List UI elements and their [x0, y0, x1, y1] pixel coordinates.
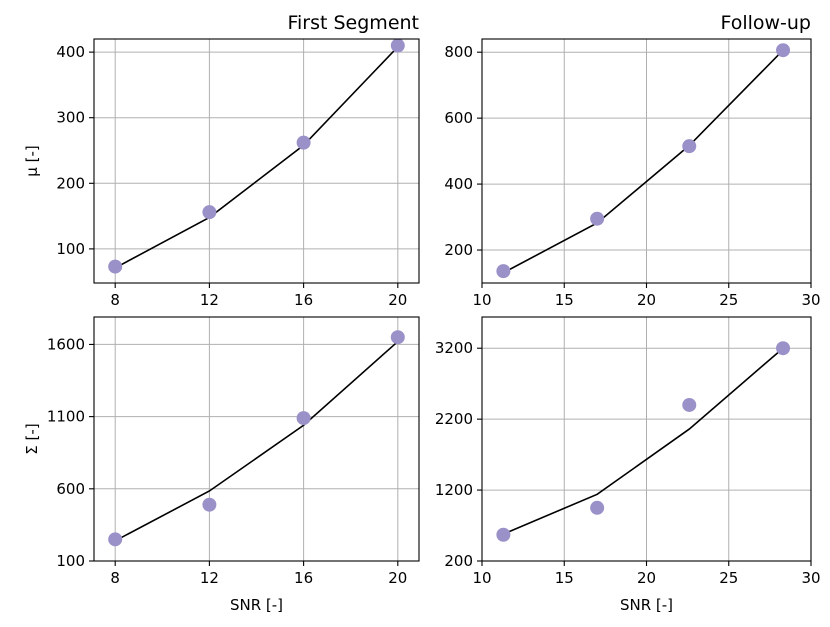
data-point — [296, 411, 311, 426]
series-line — [503, 49, 784, 274]
data-point — [296, 135, 311, 150]
y-tick-label: 200 — [444, 552, 473, 570]
x-tick-label: 30 — [801, 569, 820, 587]
x-tick-label: 20 — [388, 569, 407, 587]
y-axis-label: Σ [-] — [23, 423, 41, 454]
plot-frame — [93, 316, 420, 562]
x-tick-label: 10 — [472, 291, 491, 309]
y-tick-label: 1200 — [435, 481, 473, 499]
y-tick-label: 800 — [444, 43, 473, 61]
data-point — [108, 259, 123, 274]
series-line — [503, 347, 784, 535]
panel-top-right: 10 15 20 25 30 200 400 600 800 Follow-up — [444, 12, 820, 309]
data-point — [776, 43, 791, 58]
data-point — [590, 500, 605, 515]
y-tick-label: 400 — [56, 43, 85, 61]
x-axis-label: SNR [-] — [230, 596, 283, 614]
data-point — [390, 38, 405, 53]
y-tick-label: 600 — [56, 480, 85, 498]
x-tick-label: 16 — [294, 291, 313, 309]
data-point — [202, 205, 217, 220]
y-tick-label: 1100 — [47, 408, 85, 426]
data-point — [496, 264, 511, 279]
data-point — [390, 330, 405, 345]
panel-title: First Segment — [287, 12, 419, 34]
data-point — [590, 211, 605, 226]
data-point — [202, 497, 217, 512]
x-tick-label: 12 — [200, 569, 219, 587]
panel-title: Follow-up — [720, 12, 811, 34]
x-axis-label: SNR [-] — [620, 596, 673, 614]
x-tick-label: 25 — [719, 291, 738, 309]
series-line — [114, 340, 399, 542]
data-point — [682, 139, 697, 154]
panel-bottom-right: 10 15 20 25 30 200 1200 2200 3200 SNR [-] — [435, 316, 821, 614]
y-tick-label: 300 — [56, 109, 85, 127]
x-tick-label: 20 — [637, 291, 656, 309]
plot-frame — [93, 38, 420, 284]
y-tick-label: 1600 — [47, 335, 85, 353]
y-tick-label: 200 — [56, 174, 85, 192]
y-tick-label: 2200 — [435, 410, 473, 428]
panel-bottom-left: 8 12 16 20 100 600 1100 1600 SNR [-] Σ [-] — [23, 316, 420, 614]
x-tick-label: 8 — [110, 291, 120, 309]
data-point — [496, 527, 511, 542]
x-tick-label: 20 — [637, 569, 656, 587]
y-tick-label: 3200 — [435, 339, 473, 357]
data-point — [776, 341, 791, 356]
panel-top-left: 8 12 16 20 100 200 300 400 First Segment μ [-] — [23, 12, 420, 309]
x-tick-label: 20 — [388, 291, 407, 309]
y-tick-label: 100 — [56, 240, 85, 258]
x-tick-label: 15 — [555, 569, 574, 587]
y-tick-label: 600 — [444, 109, 473, 127]
x-tick-label: 30 — [801, 291, 820, 309]
x-tick-label: 25 — [719, 569, 738, 587]
series-line — [114, 46, 399, 269]
y-tick-label: 100 — [56, 552, 85, 570]
y-tick-label: 400 — [444, 175, 473, 193]
x-tick-label: 10 — [472, 569, 491, 587]
x-tick-label: 15 — [555, 291, 574, 309]
data-point — [108, 532, 123, 547]
x-tick-label: 12 — [200, 291, 219, 309]
y-tick-label: 200 — [444, 241, 473, 259]
y-axis-label: μ [-] — [23, 145, 41, 176]
x-tick-label: 8 — [110, 569, 120, 587]
x-tick-label: 16 — [294, 569, 313, 587]
data-point — [682, 397, 697, 412]
